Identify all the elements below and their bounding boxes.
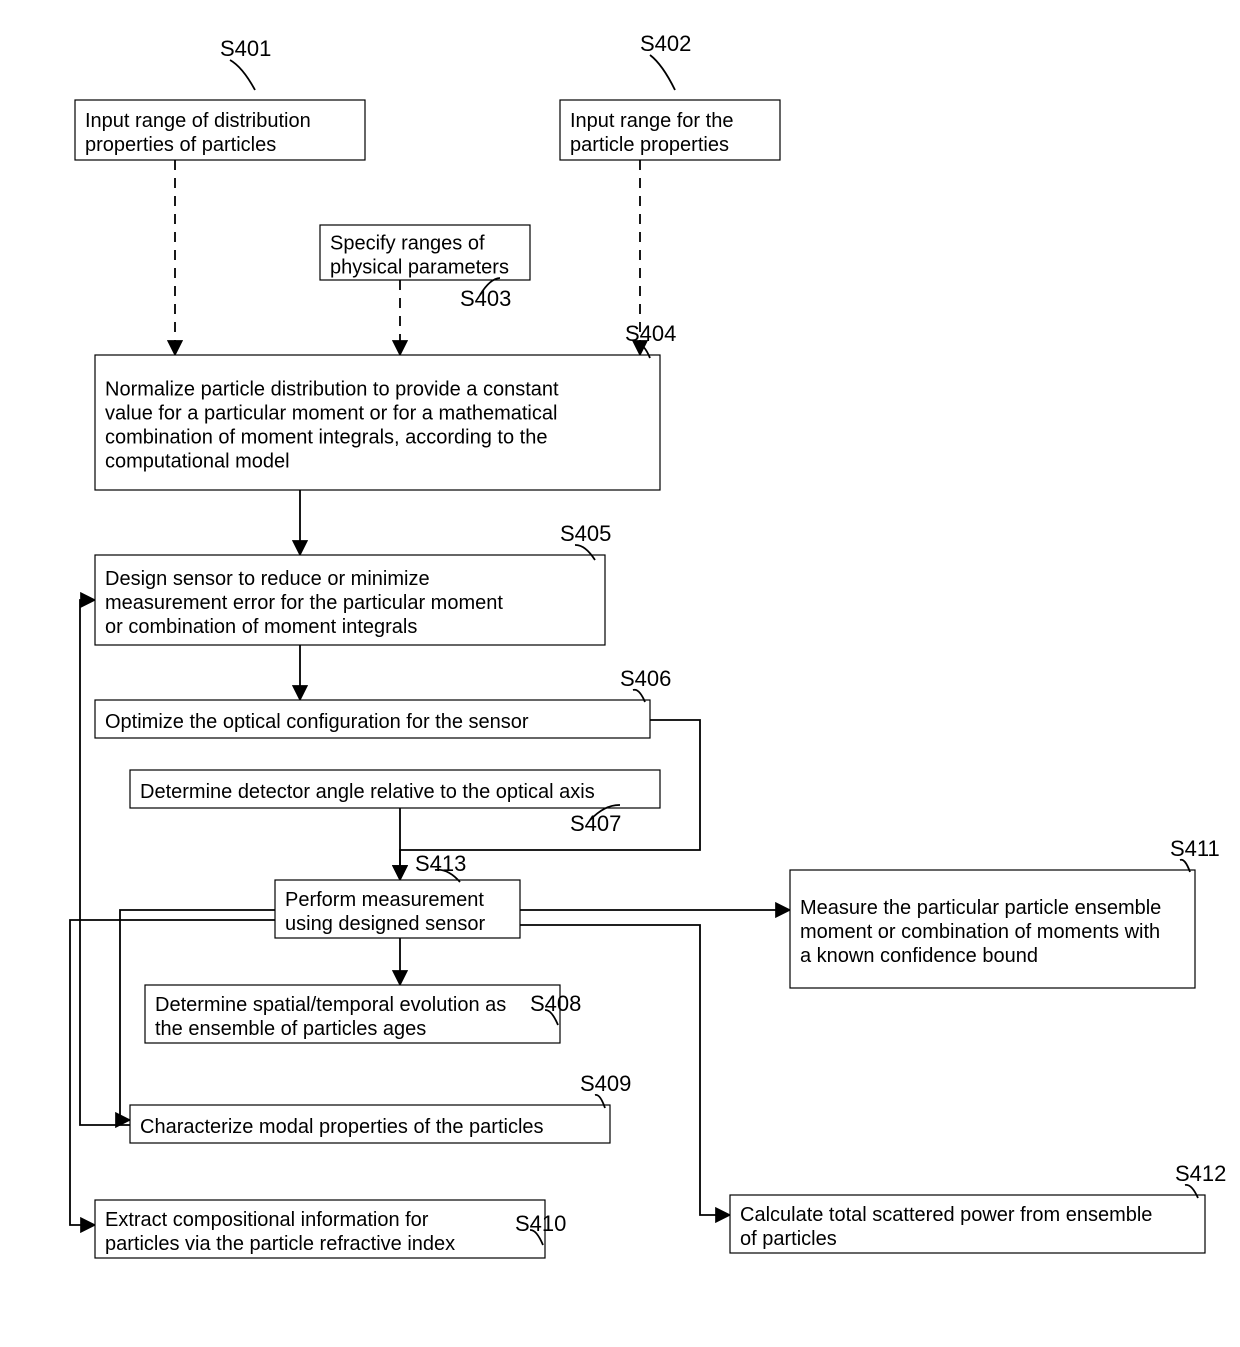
node-label-line: combination of moment integrals, accordi… [105,426,547,448]
step-tag: S406 [620,666,671,691]
node-label-line: Determine spatial/temporal evolution as [155,994,506,1016]
node-label-line: Determine detector angle relative to the… [140,781,595,803]
nodes-layer: Input range of distributionproperties of… [75,31,1226,1258]
node-label-line: Characterize modal properties of the par… [140,1116,544,1138]
node-s403: Specify ranges ofphysical parameters S403 [320,225,530,311]
node-label-line: a known confidence bound [800,945,1038,967]
step-tag: S411 [1170,836,1220,861]
node-s401: Input range of distributionproperties of… [75,36,365,160]
step-tag: S403 [460,286,511,311]
node-label-line: Design sensor to reduce or minimize [105,568,430,590]
node-s408: Determine spatial/temporal evolution ast… [145,985,581,1043]
step-tag: S404 [625,321,676,346]
node-s409: Characterize modal properties of the par… [130,1071,631,1143]
node-s413: Perform measurementusing designed sensor… [275,851,520,938]
tag-leader [650,55,675,90]
step-tag: S402 [640,31,691,56]
tag-leader [230,60,255,90]
node-label-line: computational model [105,450,290,472]
step-tag: S412 [1175,1161,1226,1186]
node-label-line: physical parameters [330,256,509,278]
flowchart: Input range of distributionproperties of… [0,0,1240,1347]
node-s404: Normalize particle distribution to provi… [95,321,676,490]
step-tag: S413 [415,851,466,876]
node-label-line: Normalize particle distribution to provi… [105,378,559,400]
edges-layer [70,160,790,1225]
node-label-line: or combination of moment integrals [105,616,417,638]
node-s405: Design sensor to reduce or minimizemeasu… [95,521,611,645]
node-label-line: Measure the particular particle ensemble [800,897,1161,919]
node-s411: Measure the particular particle ensemble… [790,836,1220,988]
node-label-line: particles via the particle refractive in… [105,1233,455,1255]
step-tag: S409 [580,1071,631,1096]
node-label-line: of particles [740,1228,837,1250]
node-s406: Optimize the optical configuration for t… [95,666,671,738]
edge-s409-s405_loop [80,600,130,1125]
node-label-line: Input range of distribution [85,110,311,132]
node-label-line: the ensemble of particles ages [155,1018,426,1040]
node-s402: Input range for theparticle properties S4… [560,31,780,160]
node-s410: Extract compositional information forpar… [95,1200,566,1258]
node-label-line: Perform measurement [285,889,484,911]
node-label-line: properties of particles [85,134,276,156]
node-label-line: particle properties [570,134,729,156]
node-label-line: using designed sensor [285,913,485,935]
node-label-line: value for a particular moment or for a m… [105,402,557,424]
node-label-line: Calculate total scattered power from ens… [740,1204,1152,1226]
node-label-line: moment or combination of moments with [800,921,1160,943]
node-label-line: measurement error for the particular mom… [105,592,503,614]
node-label-line: Input range for the [570,110,733,132]
step-tag: S401 [220,36,271,61]
node-s412: Calculate total scattered power from ens… [730,1161,1226,1253]
node-label-line: Optimize the optical configuration for t… [105,711,529,733]
edge-s413-s410 [70,920,275,1225]
step-tag: S405 [560,521,611,546]
node-label-line: Specify ranges of [330,232,485,254]
node-label-line: Extract compositional information for [105,1209,429,1231]
step-tag: S408 [530,991,581,1016]
step-tag: S410 [515,1211,566,1236]
node-s407: Determine detector angle relative to the… [130,770,660,836]
